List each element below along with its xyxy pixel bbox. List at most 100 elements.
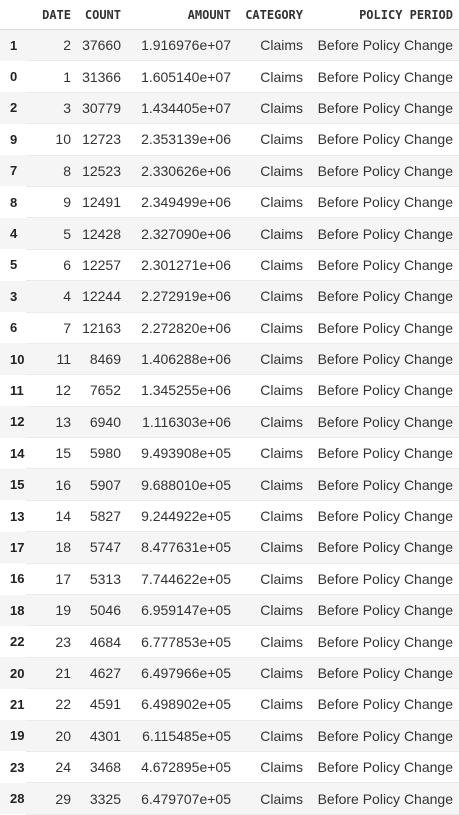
cell-date: 13 [26,406,77,439]
cell-date: 22 [26,688,77,721]
cell-date: 12 [26,374,77,407]
cell-category: Claims [237,625,309,658]
table-row: 12 13 6940 1.116303e+06 Claims Before Policy … [0,406,459,439]
row-index: 3 [10,288,18,304]
cell-category: Claims [237,92,309,125]
column-header-policy-period: POLICY PERIOD [309,0,459,30]
cell-count: 30779 [77,92,127,125]
cell-count: 3468 [77,751,127,784]
cell-amount: 1.916976e+07 [127,29,237,62]
table-row: 15 16 5907 9.688010e+05 Claims Before Policy … [0,468,459,501]
cell-policy-period: Before Policy Change [309,720,459,752]
row-index: 28 [10,791,25,807]
cell-policy-period: Before Policy Change [309,343,459,376]
row-index: 22 [10,634,25,650]
row-index: 21 [10,696,25,712]
column-header-amount: AMOUNT [127,0,237,30]
cell-count: 6940 [77,406,127,439]
row-index: 15 [10,477,25,493]
cell-policy-period: Before Policy Change [309,563,459,596]
cell-count: 12491 [77,186,127,219]
table-row: 17 18 5747 8.477631e+05 Claims Before Policy … [0,531,459,564]
cell-policy-period: Before Policy Change [309,625,459,658]
cell-policy-period: Before Policy Change [309,92,459,125]
row-index: 7 [10,163,18,179]
cell-count: 4627 [77,657,127,690]
table-row: 28 29 3325 6.479707e+05 Claims Before Policy … [0,782,459,815]
cell-amount: 1.406288e+06 [127,343,237,376]
cell-category: Claims [237,123,309,156]
cell-policy-period: Before Policy Change [309,437,459,470]
cell-category: Claims [237,594,309,627]
cell-amount: 6.777853e+05 [127,625,237,658]
cell-count: 12257 [77,249,127,282]
table-row: 6 7 12163 2.272820e+06 Claims Before Policy C… [0,312,459,344]
cell-category: Claims [237,249,309,282]
table-row: 13 14 5827 9.244922e+05 Claims Before Policy … [0,500,459,533]
cell-count: 5313 [77,563,127,596]
cell-amount: 1.116303e+06 [127,406,237,439]
cell-amount: 6.959147e+05 [127,594,237,627]
cell-amount: 2.301271e+06 [127,249,237,282]
cell-date: 15 [26,437,77,470]
row-index: 10 [10,351,25,367]
cell-date: 7 [26,312,77,344]
cell-date: 16 [26,468,77,501]
row-index: 5 [10,257,18,273]
table-body: 1 2 37660 1.916976e+07 Claims Before Policy C… [0,29,459,815]
cell-policy-period: Before Policy Change [309,155,459,187]
cell-count: 12244 [77,280,127,313]
row-index: 2 [10,100,18,116]
cell-category: Claims [237,531,309,564]
table-row: 21 22 4591 6.498902e+05 Claims Before Policy … [0,688,459,721]
cell-date: 10 [26,123,77,156]
table-row: 14 15 5980 9.493908e+05 Claims Before Policy … [0,437,459,470]
cell-date: 18 [26,531,77,564]
cell-count: 8469 [77,343,127,376]
cell-category: Claims [237,437,309,470]
cell-count: 4684 [77,625,127,658]
cell-date: 19 [26,594,77,627]
cell-policy-period: Before Policy Change [309,468,459,501]
cell-category: Claims [237,374,309,407]
cell-count: 5747 [77,531,127,564]
cell-amount: 1.345255e+06 [127,374,237,407]
cell-policy-period: Before Policy Change [309,60,459,93]
cell-amount: 6.497966e+05 [127,657,237,690]
column-header-index [0,0,26,30]
cell-category: Claims [237,500,309,533]
cell-category: Claims [237,563,309,596]
cell-policy-period: Before Policy Change [309,123,459,156]
row-index: 6 [10,320,18,336]
table-row: 10 11 8469 1.406288e+06 Claims Before Policy … [0,343,459,376]
cell-date: 6 [26,249,77,282]
cell-count: 4591 [77,688,127,721]
header-row: DATE COUNT AMOUNT CATEGORY POLICY PERIOD [0,0,459,30]
cell-policy-period: Before Policy Change [309,29,459,62]
cell-count: 12723 [77,123,127,156]
cell-date: 3 [26,92,77,125]
cell-category: Claims [237,782,309,815]
cell-category: Claims [237,720,309,752]
cell-date: 2 [26,29,77,62]
row-index: 19 [10,728,25,744]
cell-amount: 6.115485e+05 [127,720,237,752]
cell-category: Claims [237,217,309,250]
row-index: 20 [10,665,25,681]
cell-policy-period: Before Policy Change [309,531,459,564]
cell-count: 3325 [77,782,127,815]
row-index: 23 [10,759,25,775]
cell-policy-period: Before Policy Change [309,249,459,282]
cell-amount: 9.493908e+05 [127,437,237,470]
cell-amount: 2.272820e+06 [127,312,237,344]
cell-date: 29 [26,782,77,815]
cell-count: 7652 [77,374,127,407]
row-index: 16 [10,571,25,587]
cell-category: Claims [237,29,309,62]
cell-policy-period: Before Policy Change [309,782,459,815]
cell-category: Claims [237,751,309,784]
cell-amount: 1.605140e+07 [127,60,237,93]
cell-count: 5907 [77,468,127,501]
cell-amount: 8.477631e+05 [127,531,237,564]
cell-date: 1 [26,60,77,93]
